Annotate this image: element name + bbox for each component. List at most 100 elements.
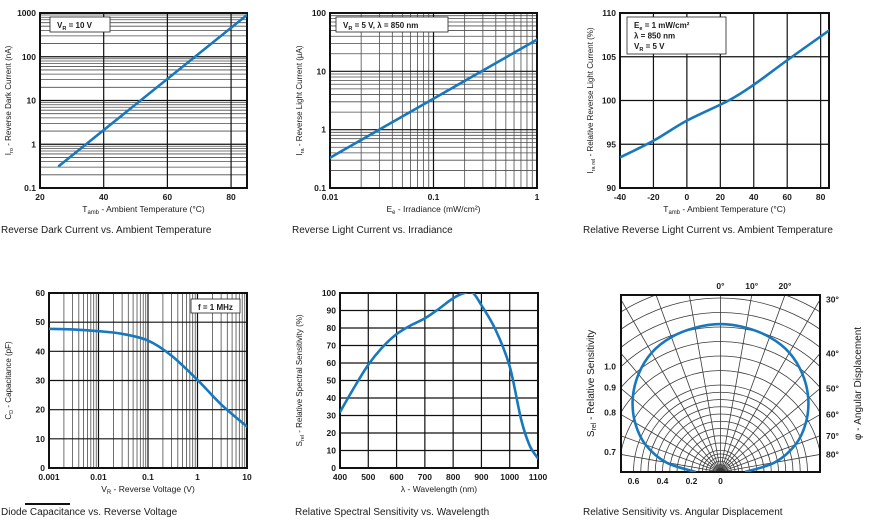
svg-text:0: 0 <box>718 476 723 486</box>
svg-text:900: 900 <box>474 472 488 482</box>
svg-text:λ - Wavelength (nm): λ - Wavelength (nm) <box>401 484 477 494</box>
svg-text:0.7: 0.7 <box>604 447 616 457</box>
svg-text:0.2: 0.2 <box>686 476 698 486</box>
svg-text:50: 50 <box>36 317 46 327</box>
svg-text:0.9: 0.9 <box>604 383 616 393</box>
svg-text:1: 1 <box>195 472 200 482</box>
svg-text:60: 60 <box>36 288 46 298</box>
svg-text:105: 105 <box>602 52 616 62</box>
chart-caption: Reverse Dark Current vs. Ambient Tempera… <box>1 225 212 236</box>
svg-text:λ = 850 nm: λ = 850 nm <box>634 32 675 41</box>
svg-text:Ee = 1 mW/cm²: Ee = 1 mW/cm² <box>634 21 690 32</box>
svg-text:0.1: 0.1 <box>24 183 36 193</box>
svg-text:10: 10 <box>327 446 337 456</box>
svg-text:500: 500 <box>361 472 375 482</box>
svg-text:0.4: 0.4 <box>657 476 669 486</box>
svg-text:Srel - Relative Spectral Sensi: Srel - Relative Spectral Sensitivity (%) <box>295 314 306 446</box>
chart-diode-capacitance: f = 1 MHz 0.001 0.01 0.1 1 10 0 10 20 30 40 50 60 VR … <box>4 288 252 496</box>
svg-text:20: 20 <box>35 192 45 202</box>
svg-text:VR - Reverse Voltage (V): VR - Reverse Voltage (V) <box>101 484 195 496</box>
svg-text:60: 60 <box>163 192 173 202</box>
svg-text:700: 700 <box>418 472 432 482</box>
svg-text:10°: 10° <box>745 281 758 291</box>
svg-text:CD - Capacitance (pF): CD - Capacitance (pF) <box>4 341 15 420</box>
chart-panel-reverse-dark-current: VR = 10 V 20 40 60 80 0.1 1 10 100 1000 Tamb - Amb… <box>0 0 291 250</box>
svg-text:40: 40 <box>36 346 46 356</box>
svg-text:0: 0 <box>331 463 336 473</box>
svg-text:60: 60 <box>782 192 792 202</box>
svg-text:10: 10 <box>27 96 37 106</box>
svg-text:VR = 5 V: VR = 5 V <box>634 42 665 53</box>
svg-text:0.01: 0.01 <box>322 192 339 202</box>
svg-text:VR = 10 V: VR = 10 V <box>57 21 93 32</box>
svg-text:Iro - Reverse Dark Current (nA: Iro - Reverse Dark Current (nA) <box>4 45 15 155</box>
chart-caption: Relative Reverse Light Current vs. Ambie… <box>583 225 833 236</box>
chart-panel-spectral-sensitivity: 400 500 600 700 800 900 1000 1100 0 10 20 30 40 50 60 7… <box>291 270 582 529</box>
svg-text:40: 40 <box>749 192 759 202</box>
svg-text:0.8: 0.8 <box>604 407 616 417</box>
chart-panel-diode-capacitance: f = 1 MHz 0.001 0.01 0.1 1 10 0 10 20 30 40 50 60 VR … <box>0 270 291 529</box>
svg-text:10: 10 <box>36 434 46 444</box>
svg-text:1.0: 1.0 <box>604 362 616 372</box>
svg-text:Ira rel - Relative Reverse Lig: Ira rel - Relative Reverse Light Current… <box>586 27 597 173</box>
svg-text:0°: 0° <box>716 281 725 291</box>
svg-text:10: 10 <box>242 472 252 482</box>
svg-text:1100: 1100 <box>529 472 548 482</box>
chart-reverse-dark-current: VR = 10 V 20 40 60 80 0.1 1 10 100 1000 Tamb - Amb… <box>4 8 248 216</box>
svg-text:-40: -40 <box>614 192 627 202</box>
svg-text:φ - Angular Displacement: φ - Angular Displacement <box>853 327 864 440</box>
svg-text:100: 100 <box>22 52 36 62</box>
chart-spectral-sensitivity: 400 500 600 700 800 900 1000 1100 0 10 20 30 40 50 60 7… <box>295 288 548 494</box>
svg-text:0.1: 0.1 <box>142 472 154 482</box>
svg-text:20: 20 <box>716 192 726 202</box>
svg-text:100: 100 <box>322 288 336 298</box>
svg-text:0: 0 <box>685 192 690 202</box>
svg-text:400: 400 <box>333 472 347 482</box>
svg-text:Tamb - Ambient Temperature (°C: Tamb - Ambient Temperature (°C) <box>82 204 205 216</box>
conditions-annotation: VR = 5 V, λ = 850 nm <box>335 16 449 33</box>
svg-text:60°: 60° <box>826 410 839 420</box>
svg-text:90: 90 <box>327 306 337 316</box>
svg-text:30: 30 <box>327 411 337 421</box>
svg-text:-20: -20 <box>647 192 660 202</box>
svg-text:Srel - Relative Sensitivity: Srel - Relative Sensitivity <box>586 330 598 437</box>
chart-panel-reverse-light-current: VR = 5 V, λ = 850 nm 0.01 0.1 1 0.1 1 10 100 Ee … <box>291 0 582 250</box>
svg-text:0.6: 0.6 <box>628 476 640 486</box>
data-curve <box>57 13 247 168</box>
svg-text:800: 800 <box>446 472 460 482</box>
chart-panel-relative-reverse-light-current: Ee = 1 mW/cm² λ = 850 nm VR = 5 V -40 -20 0 20… <box>582 0 873 250</box>
svg-text:0: 0 <box>40 463 45 473</box>
svg-text:10: 10 <box>317 66 327 76</box>
svg-text:80°: 80° <box>826 449 839 459</box>
svg-text:20°: 20° <box>778 281 791 291</box>
data-curve <box>340 293 538 460</box>
chart-caption: Relative Sensitivity vs. Angular Displac… <box>583 507 783 518</box>
svg-text:80: 80 <box>327 323 337 333</box>
svg-text:Ira - Reverse Light Current (µ: Ira - Reverse Light Current (µA) <box>295 45 306 155</box>
chart-reverse-light-current: VR = 5 V, λ = 850 nm0.01 0.1 10.1110100Ee … <box>295 8 540 216</box>
chart-caption: Reverse Light Current vs. Irradiance <box>292 225 453 236</box>
svg-text:40°: 40° <box>826 348 839 358</box>
svg-text:50°: 50° <box>826 384 839 394</box>
svg-text:95: 95 <box>607 139 617 149</box>
svg-text:60: 60 <box>327 358 337 368</box>
svg-text:1: 1 <box>31 139 36 149</box>
chart-caption: Relative Spectral Sensitivity vs. Wavele… <box>295 507 490 518</box>
svg-text:30: 30 <box>36 376 46 386</box>
caption-rule <box>25 503 70 505</box>
conditions-annotation: VR = 10 V <box>49 16 111 33</box>
svg-text:40: 40 <box>99 192 109 202</box>
data-curve <box>620 29 829 159</box>
svg-text:110: 110 <box>602 8 616 18</box>
svg-text:70°: 70° <box>826 431 839 441</box>
svg-text:VR = 5 V, λ = 850 nm: VR = 5 V, λ = 850 nm <box>343 21 418 32</box>
data-curve <box>330 38 537 160</box>
svg-text:50: 50 <box>327 376 337 386</box>
svg-text:90: 90 <box>607 183 617 193</box>
svg-text:100: 100 <box>312 8 326 18</box>
svg-text:0.1: 0.1 <box>428 192 440 202</box>
data-curve <box>49 327 247 428</box>
svg-text:40: 40 <box>327 393 337 403</box>
